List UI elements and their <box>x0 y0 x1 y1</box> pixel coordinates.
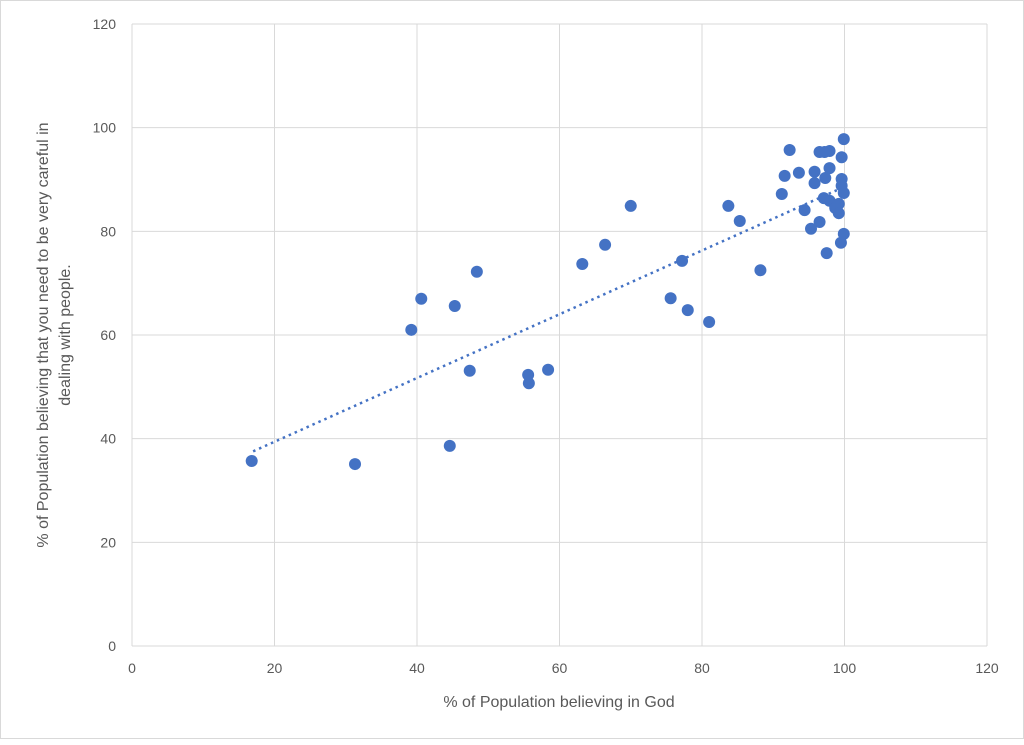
data-point <box>733 214 746 227</box>
data-point <box>405 323 418 336</box>
x-tick-label: 0 <box>128 660 136 676</box>
y-tick-label: 80 <box>100 223 116 239</box>
data-point <box>819 171 832 184</box>
data-point <box>470 265 483 278</box>
gridlines <box>131 23 988 647</box>
data-point <box>837 133 850 146</box>
data-point <box>792 166 805 179</box>
data-point <box>522 377 535 390</box>
x-axis-label: % of Population believing in God <box>443 694 674 711</box>
y-axis-label-line-2: dealing with people. <box>57 264 74 405</box>
data-point <box>775 188 788 201</box>
data-points <box>245 133 850 471</box>
y-tick-label: 20 <box>100 534 116 550</box>
data-point <box>835 151 848 164</box>
y-tick-label: 60 <box>100 327 116 343</box>
data-point <box>754 264 767 277</box>
data-point <box>542 363 555 376</box>
trendline-group <box>252 185 846 453</box>
data-point <box>798 204 811 217</box>
data-point <box>834 236 847 249</box>
data-point <box>820 247 833 260</box>
data-point <box>778 169 791 182</box>
x-tick-label: 20 <box>267 660 283 676</box>
data-point <box>443 439 456 452</box>
data-point <box>813 216 826 229</box>
data-point <box>599 238 612 251</box>
data-point <box>832 207 845 220</box>
y-tick-label: 0 <box>108 638 116 654</box>
data-point <box>808 165 821 178</box>
data-point <box>823 144 836 157</box>
x-tick-label: 40 <box>409 660 425 676</box>
y-tick-label: 40 <box>100 431 116 447</box>
data-point <box>783 143 796 156</box>
data-point <box>349 458 362 471</box>
data-point <box>676 254 689 267</box>
tick-labels: 0 20 40 60 80 100 120 0 20 40 60 80 100 120 <box>93 16 999 676</box>
data-point <box>415 292 428 305</box>
data-point <box>808 177 821 190</box>
trendline <box>252 185 846 453</box>
y-tick-label: 100 <box>93 120 117 136</box>
x-tick-label: 100 <box>833 660 857 676</box>
data-point <box>703 316 716 329</box>
x-tick-label: 80 <box>694 660 710 676</box>
y-axis-label-line-1: % of Population believing that you need … <box>35 122 52 547</box>
x-tick-label: 120 <box>975 660 999 676</box>
data-point <box>624 199 637 212</box>
data-point <box>722 199 735 212</box>
data-point <box>681 304 694 317</box>
x-tick-label: 60 <box>552 660 568 676</box>
y-tick-label: 120 <box>93 16 117 32</box>
data-point <box>463 364 476 377</box>
data-point <box>805 222 818 235</box>
data-point <box>245 454 258 467</box>
data-point <box>576 257 589 270</box>
data-point <box>664 292 677 305</box>
data-point <box>823 162 836 175</box>
data-point <box>837 186 850 199</box>
data-point <box>448 299 461 312</box>
